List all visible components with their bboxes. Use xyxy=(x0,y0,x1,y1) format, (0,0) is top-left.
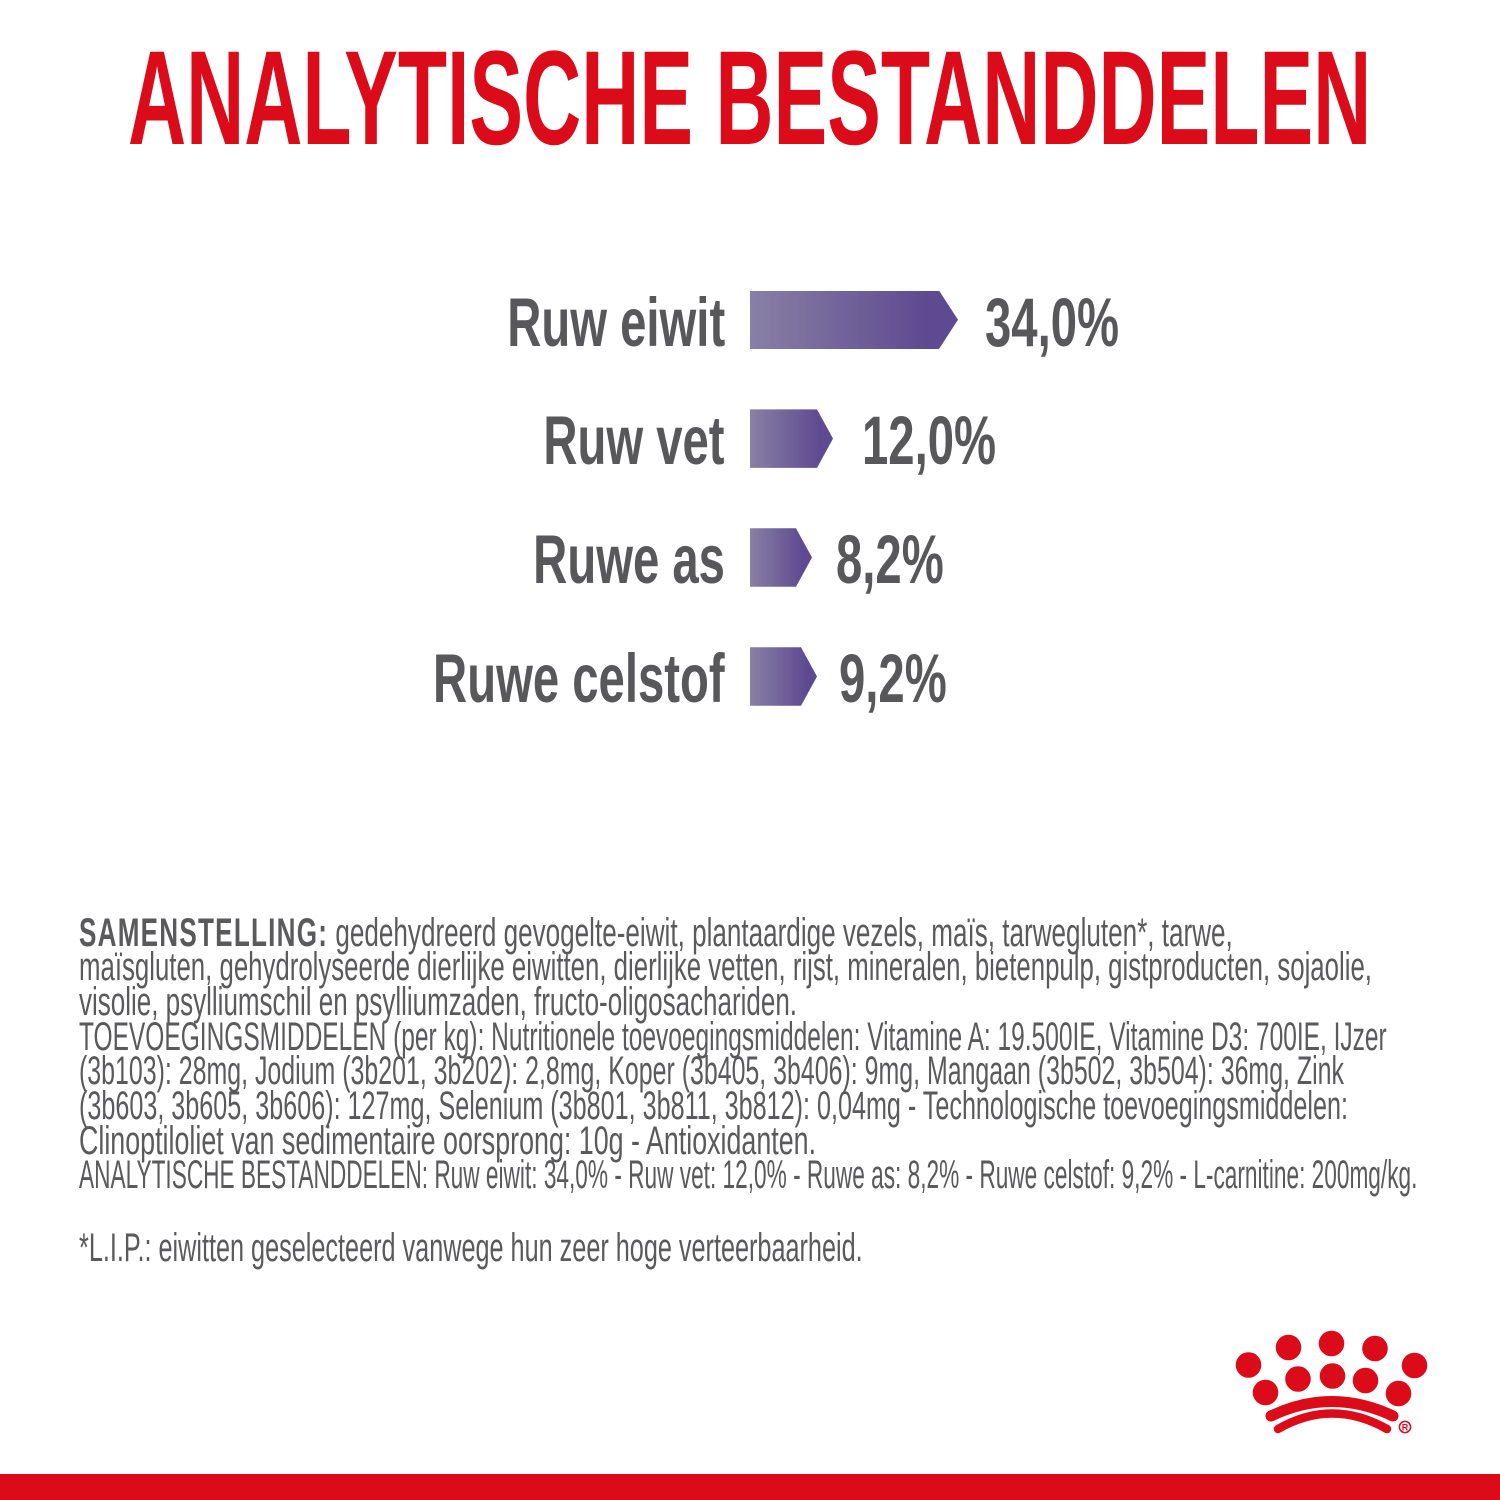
svg-text:R: R xyxy=(1402,1422,1409,1432)
